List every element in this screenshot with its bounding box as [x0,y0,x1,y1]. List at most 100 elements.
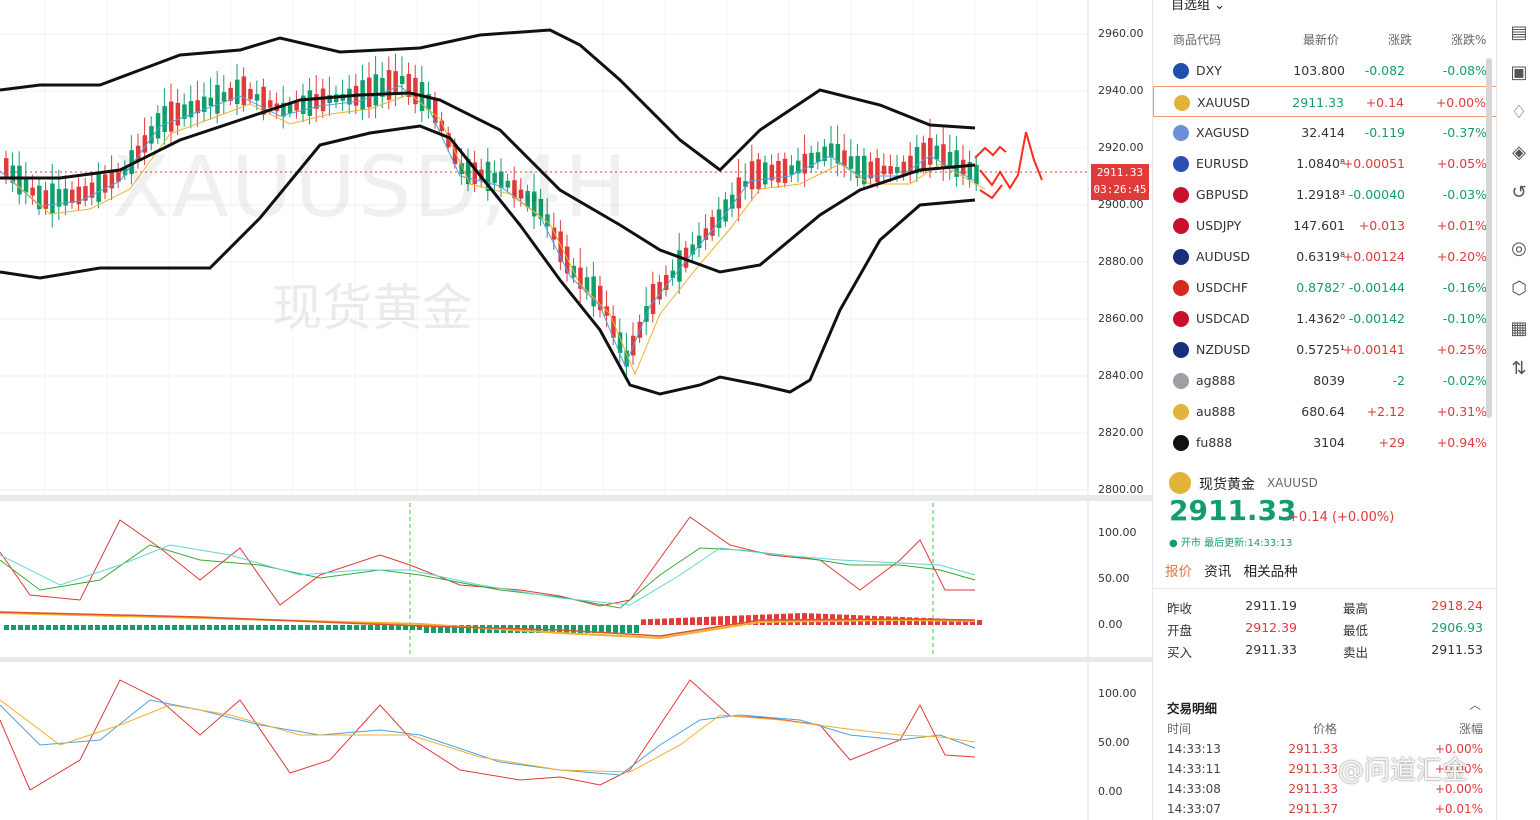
stat-value: 2911.33 [1245,642,1297,657]
macd-histogram-bar [907,617,912,625]
flag-icon [1173,373,1189,389]
candle-body [89,182,95,198]
watchlist-row[interactable]: XAUUSD 2911.33 +0.14 +0.00% [1153,86,1497,117]
macd-histogram-bar [669,618,674,625]
flag-icon [1173,404,1189,420]
watchlist-row[interactable]: EURUSD 1.0840⁸ +0.00051 +0.05% [1153,148,1497,179]
chart-area[interactable]: XAUUSD,4H 现货黄金 2911.33 03:26:45 2960.00 2… [0,0,1152,820]
watchlist-row[interactable]: GBPUSD 1.2918³ -0.00040 -0.03% [1153,179,1497,210]
col-pct[interactable]: 涨跌% [1451,33,1487,47]
pane-divider [0,657,1152,662]
watchlist-row[interactable]: ag888 8039 -2 -0.02% [1153,365,1497,396]
candle-body [789,165,794,175]
candle-body [261,86,266,115]
trade-price: 2911.37 [1288,802,1338,816]
compare-icon[interactable]: ⇅ [1511,358,1527,379]
macd-histogram-bar [662,618,667,625]
macd-histogram-bar [39,625,44,630]
watchlist-symbol: ag888 [1196,373,1236,388]
stat-label: 开盘 [1167,623,1193,638]
layers-icon[interactable]: ◈ [1512,142,1526,163]
candle-body [815,152,821,163]
candle-body [413,77,418,105]
watchlist-row[interactable]: USDCHF 0.8782⁷ -0.00144 -0.16% [1153,272,1497,303]
projection-arrow [979,184,1003,200]
tab-quote[interactable]: 报价 [1165,564,1192,580]
chevron-up-icon[interactable]: ︿ [1469,698,1482,712]
grid-icon[interactable]: ▦ [1510,318,1528,339]
candle-body [439,120,445,131]
watchlist-row[interactable]: fu888 3104 +29 +0.94% [1153,427,1497,458]
candle-body [294,102,299,111]
watchlist-price: 680.64 [1301,404,1345,419]
macd-histogram-bar [249,625,254,630]
candle-body [967,162,973,180]
watchlist-row[interactable]: XAGUSD 32.414 -0.119 -0.37% [1153,117,1497,148]
candle-body [96,171,101,202]
macd-histogram-bar [676,617,681,625]
target-icon[interactable]: ◎ [1511,238,1527,259]
candle-body [538,198,544,219]
macd-histogram-bar [634,625,639,633]
watchlist-row[interactable]: AUDUSD 0.6319⁸ +0.00124 +0.20% [1153,241,1497,272]
price-chart[interactable] [0,0,1152,820]
candle-body [248,88,253,100]
col-symbol[interactable]: 商品代码 [1173,33,1222,47]
candle-body [683,247,689,268]
cube-icon[interactable]: ⬡ [1511,278,1527,299]
candle-body [954,150,959,177]
watchlist-price: 1.0840⁸ [1296,156,1345,171]
candle-body [76,186,82,205]
candle-body [43,190,49,209]
history-icon[interactable]: ↺ [1511,182,1527,203]
stat-value: 2912.39 [1245,620,1297,635]
watchlist-row[interactable]: DXY 103.800 -0.082 -0.08% [1153,55,1497,86]
macd-histogram-bar [25,625,30,630]
candle-body [241,76,247,106]
rsi-mid-line [0,699,976,776]
watchlist-price: 0.5725¹ [1296,342,1345,357]
candle-body [380,77,385,97]
candle-body [23,179,29,193]
candle-body [103,174,108,193]
flag-icon [1173,311,1189,327]
watchlist-title[interactable]: 自选组 ⌄ [1171,0,1225,13]
candle-body [598,285,603,311]
flag-icon [1174,95,1190,111]
watchlist-symbol: XAGUSD [1196,125,1250,140]
watchlist-price: 3104 [1313,435,1345,450]
watchlist-row[interactable]: au888 680.64 +2.12 +0.31% [1153,396,1497,427]
col-price[interactable]: 最新价 [1303,33,1340,47]
watchlist-row[interactable]: NZDUSD 0.5725¹ +0.00141 +0.25% [1153,334,1497,365]
candle-body [875,157,880,183]
watchlist-pct: +0.05% [1436,156,1487,171]
watchlist-price: 8039 [1313,373,1345,388]
watchlist-pct: +0.00% [1435,95,1486,110]
projection-arrow [974,145,1007,159]
candle-body [327,95,332,104]
tab-news[interactable]: 资讯 [1204,564,1232,580]
candle-body [895,166,900,174]
macd-histogram-bar [956,619,961,625]
col-chg[interactable]: 涨跌 [1388,33,1413,47]
candle-body [70,189,75,203]
macd-histogram-bar [207,625,212,630]
macd-histogram-bar [564,625,569,633]
candle-body [499,171,504,188]
watchlist-pct: +0.25% [1436,342,1487,357]
candle-body [617,332,623,353]
candle-body [17,165,22,195]
bell-icon[interactable]: ♢ [1510,102,1528,123]
watchlist-row[interactable]: USDJPY 147.601 +0.013 +0.01% [1153,210,1497,241]
quote-tabs: 报价 资讯 相关品种 [1165,560,1306,580]
tab-related[interactable]: 相关品种 [1243,564,1298,580]
watchlist-row[interactable]: USDCAD 1.4362⁰ -0.00142 -0.10% [1153,303,1497,334]
macd-histogram-bar [389,625,394,630]
macd-histogram-bar [53,625,58,630]
watchlist-chg: -0.119 [1364,125,1405,140]
watchlist-pct: +0.31% [1436,404,1487,419]
document-icon[interactable]: ▤ [1510,22,1528,43]
calendar-icon[interactable]: ▣ [1510,62,1528,83]
watchlist-scrollbar[interactable] [1486,58,1492,418]
name-watermark: 现货黄金 [272,279,472,337]
